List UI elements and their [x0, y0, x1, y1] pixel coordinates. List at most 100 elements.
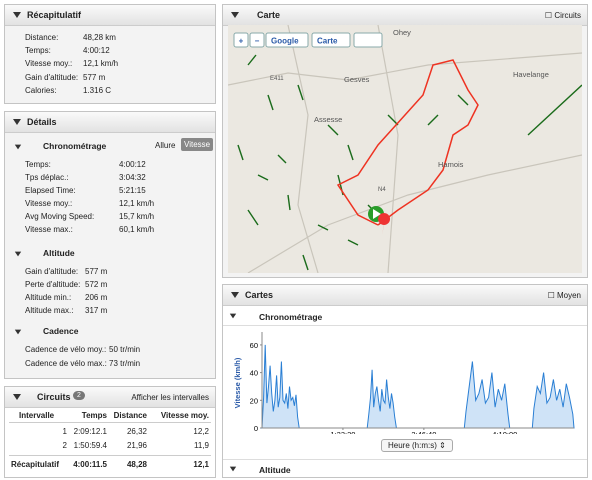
field-value: 3:04:32: [119, 173, 146, 182]
field-label: Altitude max.:: [25, 306, 74, 315]
field-label: Temps:: [25, 160, 51, 169]
field-value: 12,1 km/h: [83, 59, 119, 69]
field-value: 4:00:12: [119, 160, 146, 169]
count-badge: 2: [73, 391, 85, 400]
checkbox-label: Circuits: [554, 11, 581, 20]
map-panel: Carte ☐ Circuits Ohey Gesves Assesse Havela…: [222, 4, 588, 278]
table-cell: 26,32: [126, 427, 147, 436]
panel-header[interactable]: Récapitulatif: [5, 5, 215, 26]
field-value: 5:21:15: [119, 186, 146, 195]
divider: [9, 422, 211, 423]
field-value: 73 tr/min: [109, 359, 141, 368]
section-title: Altitude: [259, 465, 291, 475]
field-label: Gain d'altitude:: [25, 267, 79, 276]
divider: [9, 455, 211, 456]
y-axis-title: Vitesse (km/h): [233, 357, 242, 408]
y-tick-label: 40: [250, 369, 258, 378]
field-label: Calories:: [25, 85, 57, 95]
y-tick-label: 20: [250, 396, 258, 405]
x-tick-label: 2:46:40: [411, 430, 436, 434]
recap-panel: Récapitulatif Distance: 48,28 km Temps: 4:0…: [4, 4, 216, 104]
column-header: Vitesse moy.: [160, 411, 209, 420]
column-header: Distance: [113, 411, 147, 420]
checkbox[interactable]: ☐ Moyen: [547, 291, 581, 300]
x-tick-label: 1:23:20: [330, 430, 355, 434]
checkbox-label: Moyen: [556, 291, 581, 300]
column-header: Temps: [81, 411, 107, 420]
place-label: Gesves: [344, 75, 370, 84]
field-label: Perte d'altitude:: [25, 280, 81, 289]
table-cell: 12,2: [193, 427, 209, 436]
title: Circuits: [37, 392, 71, 402]
field-label: Altitude min.:: [25, 293, 72, 302]
map-button[interactable]: [311, 32, 351, 48]
title: Récapitulatif: [27, 10, 82, 20]
table-cell: 12,1: [193, 460, 209, 469]
place-label: N4: [378, 187, 386, 193]
circuits-panel: Circuits 2 Afficher les intervalles Inte…: [4, 386, 216, 478]
x-unit-select[interactable]: Heure (h:m:s) ⇕: [381, 439, 453, 452]
column-header: Intervalle: [19, 411, 55, 420]
section-title[interactable]: Altitude: [43, 248, 75, 258]
field-value: 206 m: [85, 293, 108, 302]
table-cell: 2: [62, 441, 67, 450]
place-label: E411: [270, 76, 284, 82]
y-tick-label: 60: [250, 341, 258, 350]
speed-area: [261, 344, 575, 429]
section-header[interactable]: Chronométrage: [223, 307, 587, 326]
field-label: Distance:: [25, 33, 59, 42]
map-button-label: Carte: [317, 37, 338, 46]
title: Carte: [257, 10, 281, 20]
section-header[interactable]: Altitude: [223, 459, 587, 478]
table-cell: 48,28: [126, 460, 147, 469]
map-button[interactable]: [265, 32, 309, 48]
title: Cartes: [245, 290, 274, 300]
place-label: Ohey: [393, 28, 411, 37]
panel-header[interactable]: Carte ☐ Circuits: [223, 5, 587, 26]
table-cell: Récapitulatif: [11, 460, 60, 469]
map-button[interactable]: [249, 32, 265, 48]
field-value: 1.316 C: [83, 85, 112, 95]
select-label: Heure (h:m:s): [388, 441, 437, 450]
field-label: Tps déplac.:: [25, 173, 69, 182]
field-label: Temps:: [25, 46, 51, 56]
map[interactable]: Ohey Gesves Assesse Havelange Hamois E411 N4 +…: [228, 25, 582, 273]
map-button-label: Google: [271, 37, 299, 46]
field-value: 12,1 km/h: [119, 199, 155, 208]
field-value: 50 tr/min: [109, 345, 141, 354]
section-title: Chronométrage: [259, 312, 323, 322]
panel-header[interactable]: Circuits 2 Afficher les intervalles: [5, 387, 215, 408]
field-label: Vitesse moy.:: [25, 199, 73, 208]
title: Détails: [27, 117, 57, 127]
table-cell: 4:00:11.5: [73, 460, 107, 469]
map-button[interactable]: [233, 32, 249, 48]
field-label: Vitesse max.:: [25, 225, 73, 234]
field-value: 4:00:12: [83, 46, 110, 56]
place-label: Assesse: [314, 115, 342, 124]
table-cell: 2:09:12.1: [73, 427, 107, 436]
map-button-label: +: [239, 37, 244, 46]
field-value: 577 m: [85, 267, 108, 276]
field-label: Gain d'altitude:: [25, 72, 79, 82]
intervals-link[interactable]: Afficher les intervalles: [131, 393, 209, 402]
toggle-option[interactable]: Allure: [155, 141, 176, 150]
y-tick-label: 0: [254, 424, 258, 433]
field-value: 15,7 km/h: [119, 212, 155, 221]
field-value: 48,28 km: [83, 33, 116, 42]
field-label: Cadence de vélo max.:: [25, 359, 107, 368]
field-label: Elapsed Time:: [25, 186, 76, 195]
section-title[interactable]: Chronométrage: [43, 141, 107, 151]
x-tick-label: 4:10:00: [492, 430, 517, 434]
layers-button[interactable]: [353, 32, 383, 48]
toggle-option[interactable]: Vitesse: [181, 138, 214, 151]
field-label: Cadence de vélo moy.:: [25, 345, 107, 354]
charts-panel: Cartes ☐ Moyen Chronométrage Altitude He…: [222, 284, 588, 478]
checkbox[interactable]: ☐ Circuits: [544, 11, 581, 20]
field-value: 60,1 km/h: [119, 225, 155, 234]
panel-header[interactable]: Cartes ☐ Moyen: [223, 285, 587, 306]
panel-header[interactable]: Détails: [5, 112, 215, 133]
place-label: Hamois: [438, 160, 464, 169]
table-cell: 1: [62, 427, 67, 436]
section-title[interactable]: Cadence: [43, 326, 79, 336]
